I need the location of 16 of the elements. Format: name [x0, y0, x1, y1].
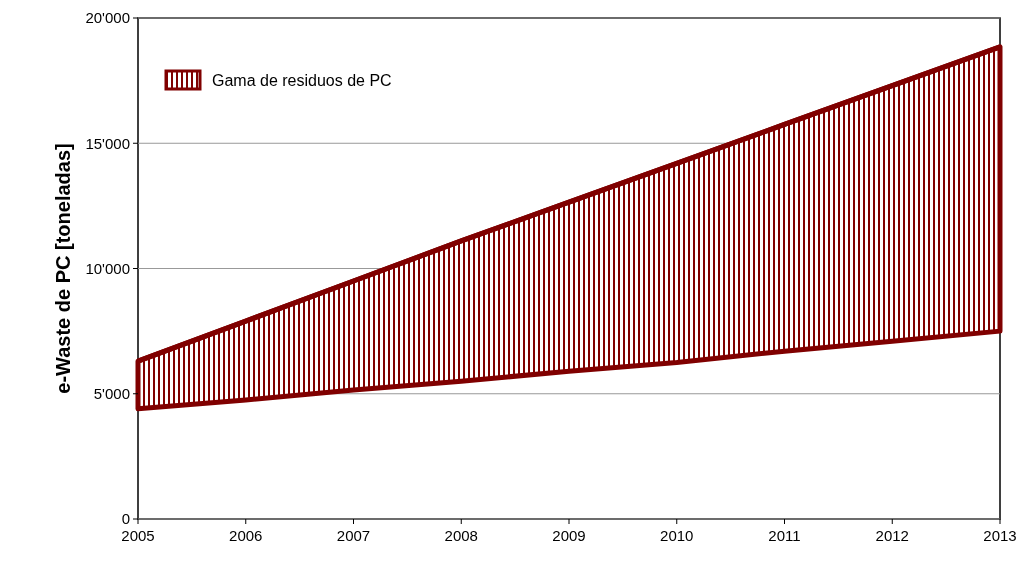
x-tick-label: 2012 [875, 527, 909, 544]
x-tick-label: 2009 [552, 527, 586, 544]
y-tick-label: 10'000 [85, 259, 130, 277]
y-tick-label: 5'000 [93, 385, 130, 402]
y-tick-label: 20'000 [85, 9, 130, 27]
x-tick-label: 2008 [444, 527, 478, 544]
y-tick-label: 0 [121, 510, 130, 528]
y-axis-title: e-Waste de PC [toneladas] [52, 143, 74, 394]
x-tick-label: 2013 [983, 527, 1017, 544]
legend-label: Gama de residuos de PC [212, 71, 392, 89]
x-tick-label: 2011 [768, 527, 801, 544]
y-tick-label: 15'000 [85, 134, 130, 152]
x-tick-label: 2005 [121, 527, 155, 544]
x-tick-label: 2010 [660, 527, 694, 544]
x-tick-label: 2007 [336, 527, 371, 544]
x-tick-label: 2006 [229, 527, 263, 544]
